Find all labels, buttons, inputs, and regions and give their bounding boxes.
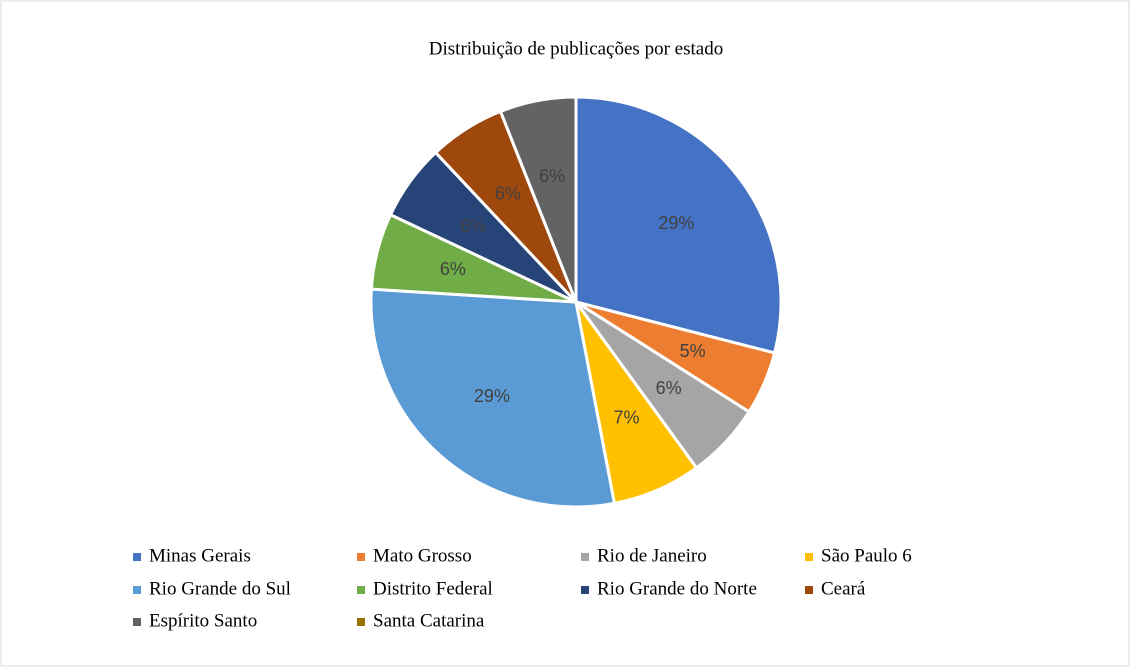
data-label: 29% <box>658 213 694 233</box>
data-label: 6% <box>495 183 521 203</box>
legend-label: Santa Catarina <box>373 610 485 631</box>
legend-marker <box>581 586 589 594</box>
legend-marker <box>357 586 365 594</box>
pie-slice <box>498 95 578 303</box>
legend-label: Ceará <box>821 578 866 599</box>
legend-marker <box>805 586 813 594</box>
data-label: 6% <box>440 259 466 279</box>
pie-slice <box>369 287 617 509</box>
legend-marker <box>133 553 141 561</box>
data-label: 6% <box>460 216 486 236</box>
legend-label: Rio Grande do Sul <box>149 578 291 599</box>
data-label: 7% <box>613 407 639 427</box>
data-label: 5% <box>680 341 706 361</box>
chart-title: Distribuição de publicações por estado <box>429 38 723 59</box>
legend-marker <box>133 586 141 594</box>
legend-label: Espírito Santo <box>149 610 257 631</box>
legend-marker <box>357 618 365 626</box>
legend-label: Distrito Federal <box>373 578 493 599</box>
legend-label: Rio Grande do Norte <box>597 578 757 599</box>
legend-label: Minas Gerais <box>149 545 251 566</box>
legend-marker <box>133 618 141 626</box>
legend-marker <box>805 553 813 561</box>
legend-marker <box>581 553 589 561</box>
legend-label: Rio de Janeiro <box>597 545 707 566</box>
pie-slice <box>574 95 783 355</box>
data-label: 29% <box>474 386 510 406</box>
legend-label: São Paulo 6 <box>821 545 912 566</box>
data-label: 6% <box>539 166 565 186</box>
legend-marker <box>357 553 365 561</box>
legend-label: Mato Grosso <box>373 545 472 566</box>
data-label: 6% <box>656 378 682 398</box>
